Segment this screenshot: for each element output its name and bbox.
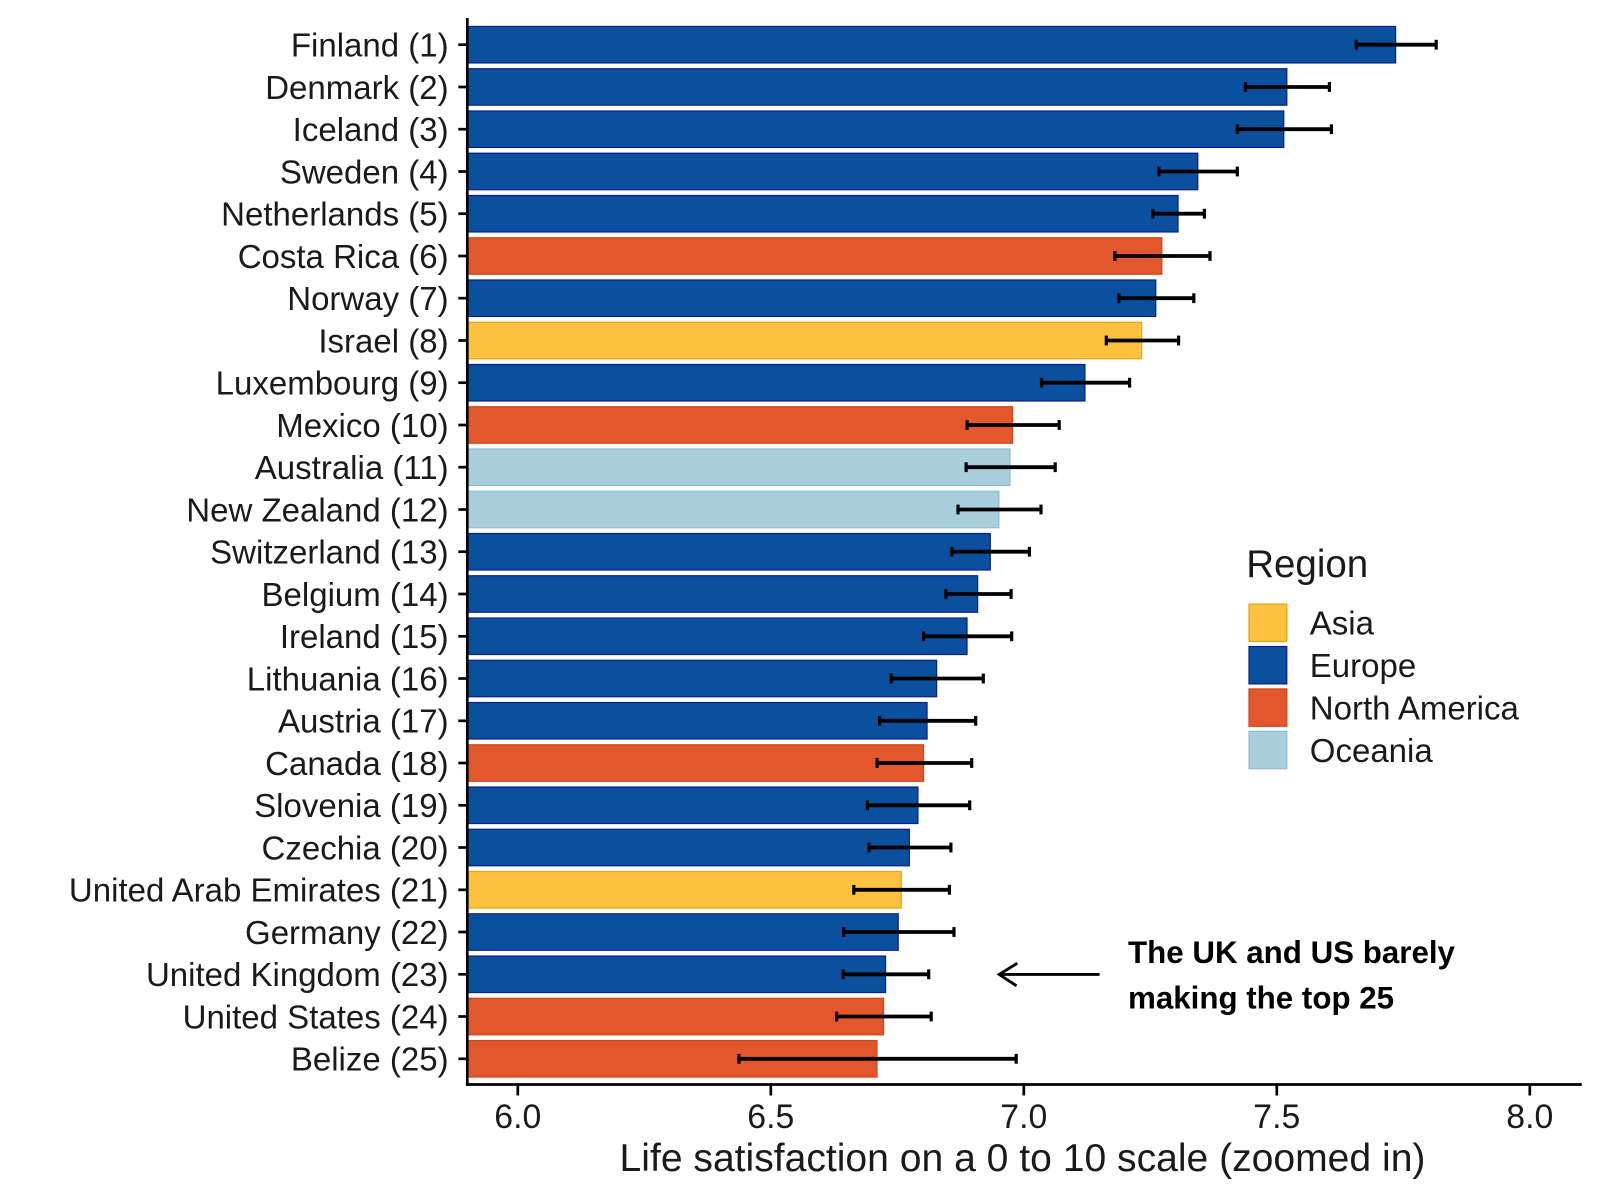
svg-text:6.5: 6.5 [747,1098,794,1136]
svg-text:7.0: 7.0 [1000,1098,1047,1136]
svg-text:North America: North America [1310,690,1520,727]
svg-text:Australia (11): Australia (11) [255,449,449,486]
svg-text:7.5: 7.5 [1253,1098,1300,1136]
svg-text:Israel (8): Israel (8) [318,322,448,359]
svg-text:The UK and US barely: The UK and US barely [1128,935,1456,970]
svg-text:Ireland (15): Ireland (15) [280,618,449,655]
svg-text:Switzerland (13): Switzerland (13) [210,534,448,571]
svg-text:8.0: 8.0 [1506,1098,1553,1136]
svg-text:Netherlands (5): Netherlands (5) [221,196,448,233]
svg-text:Norway (7): Norway (7) [287,280,448,317]
svg-text:Asia: Asia [1310,605,1375,642]
svg-text:Iceland (3): Iceland (3) [293,111,449,148]
svg-text:Germany (22): Germany (22) [245,914,449,951]
svg-text:making the top 25: making the top 25 [1128,980,1394,1015]
svg-text:Lithuania (16): Lithuania (16) [247,660,449,697]
svg-text:Belgium (14): Belgium (14) [262,576,449,613]
svg-text:Denmark (2): Denmark (2) [265,69,448,106]
svg-text:United Kingdom (23): United Kingdom (23) [146,956,449,993]
svg-text:Europe: Europe [1310,647,1416,684]
svg-text:United Arab Emirates (21): United Arab Emirates (21) [69,872,449,909]
svg-text:Oceania: Oceania [1310,732,1434,769]
svg-text:Canada (18): Canada (18) [265,745,448,782]
svg-text:Life satisfaction on a 0 to 10: Life satisfaction on a 0 to 10 scale (zo… [620,1137,1426,1180]
svg-text:Costa Rica (6): Costa Rica (6) [238,238,449,275]
svg-text:Czechia (20): Czechia (20) [262,829,449,866]
svg-text:New Zealand (12): New Zealand (12) [186,491,448,528]
svg-text:United States (24): United States (24) [183,998,449,1035]
svg-text:Mexico (10): Mexico (10) [276,407,448,444]
svg-text:Austria (17): Austria (17) [278,703,449,740]
svg-text:Luxembourg (9): Luxembourg (9) [216,365,449,402]
svg-text:Region: Region [1246,543,1368,586]
svg-text:Belize (25): Belize (25) [291,1041,449,1078]
svg-text:Sweden (4): Sweden (4) [280,153,449,190]
svg-text:6.0: 6.0 [494,1098,541,1136]
svg-text:Slovenia (19): Slovenia (19) [254,787,448,824]
svg-text:Finland (1): Finland (1) [291,27,449,64]
